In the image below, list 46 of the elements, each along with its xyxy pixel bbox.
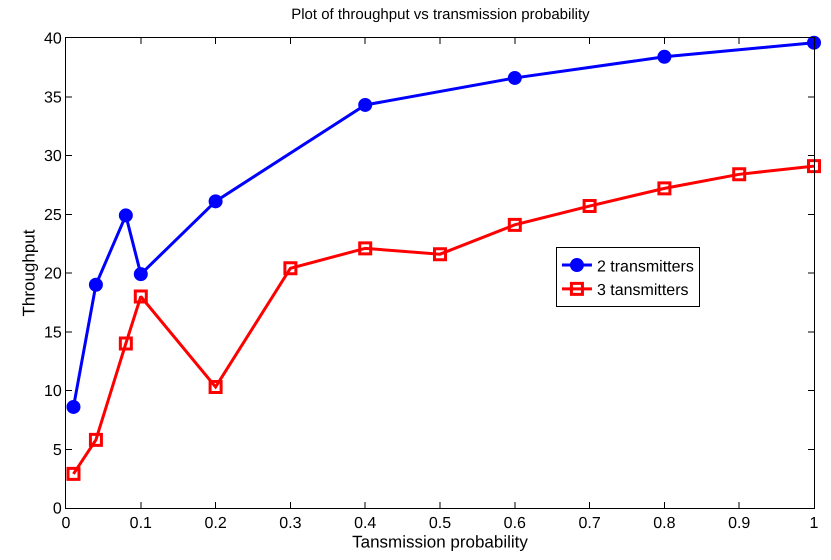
y-tick-label: 15	[44, 324, 62, 342]
x-tick-label: 0.5	[428, 515, 452, 532]
legend-label: 2 transmitters	[596, 258, 694, 276]
legend-label: 3 tansmitters	[596, 282, 689, 300]
point	[508, 70, 522, 85]
point	[358, 98, 372, 112]
point	[208, 194, 223, 208]
point	[88, 278, 103, 292]
y-tick-label: 30	[44, 148, 62, 166]
chart-title: Plot of throughput vs transmission probability	[291, 6, 590, 23]
x-tick-label: 0.8	[653, 515, 676, 532]
y-tick-label: 25	[44, 206, 62, 224]
point	[807, 159, 821, 174]
x-tick-label: 0.3	[279, 515, 302, 532]
point	[118, 336, 133, 350]
point	[88, 432, 103, 447]
x-tick-label: 0.9	[728, 515, 750, 532]
point	[134, 290, 148, 304]
y-tick-label: 20	[44, 266, 62, 283]
y-tick-label: 35	[44, 89, 62, 106]
point	[208, 380, 223, 394]
point	[807, 36, 821, 50]
point	[657, 50, 672, 64]
point	[118, 208, 133, 222]
y-tick-label: 5	[52, 442, 62, 459]
point	[732, 167, 746, 182]
point	[358, 241, 372, 256]
point	[66, 400, 80, 414]
x-axis-title: Tansmission probability	[352, 532, 528, 552]
y-tick-label: 0	[52, 500, 62, 518]
point	[508, 218, 522, 232]
point	[433, 247, 447, 262]
y-tick-label: 10	[44, 383, 62, 400]
x-tick-label: 0.7	[578, 515, 601, 532]
x-tick-label: 1	[810, 515, 819, 532]
x-tick-label: 0.4	[354, 515, 376, 532]
point	[134, 267, 148, 282]
point	[582, 199, 597, 214]
x-tick-label: 0.6	[504, 515, 526, 532]
point	[657, 181, 672, 196]
point	[66, 466, 80, 481]
point	[283, 261, 298, 276]
y-tick-label: 40	[44, 30, 62, 48]
y-axis-title: Throughput	[20, 229, 39, 316]
x-tick-label: 0.1	[130, 515, 152, 532]
x-tick-label: 0.2	[204, 515, 227, 532]
